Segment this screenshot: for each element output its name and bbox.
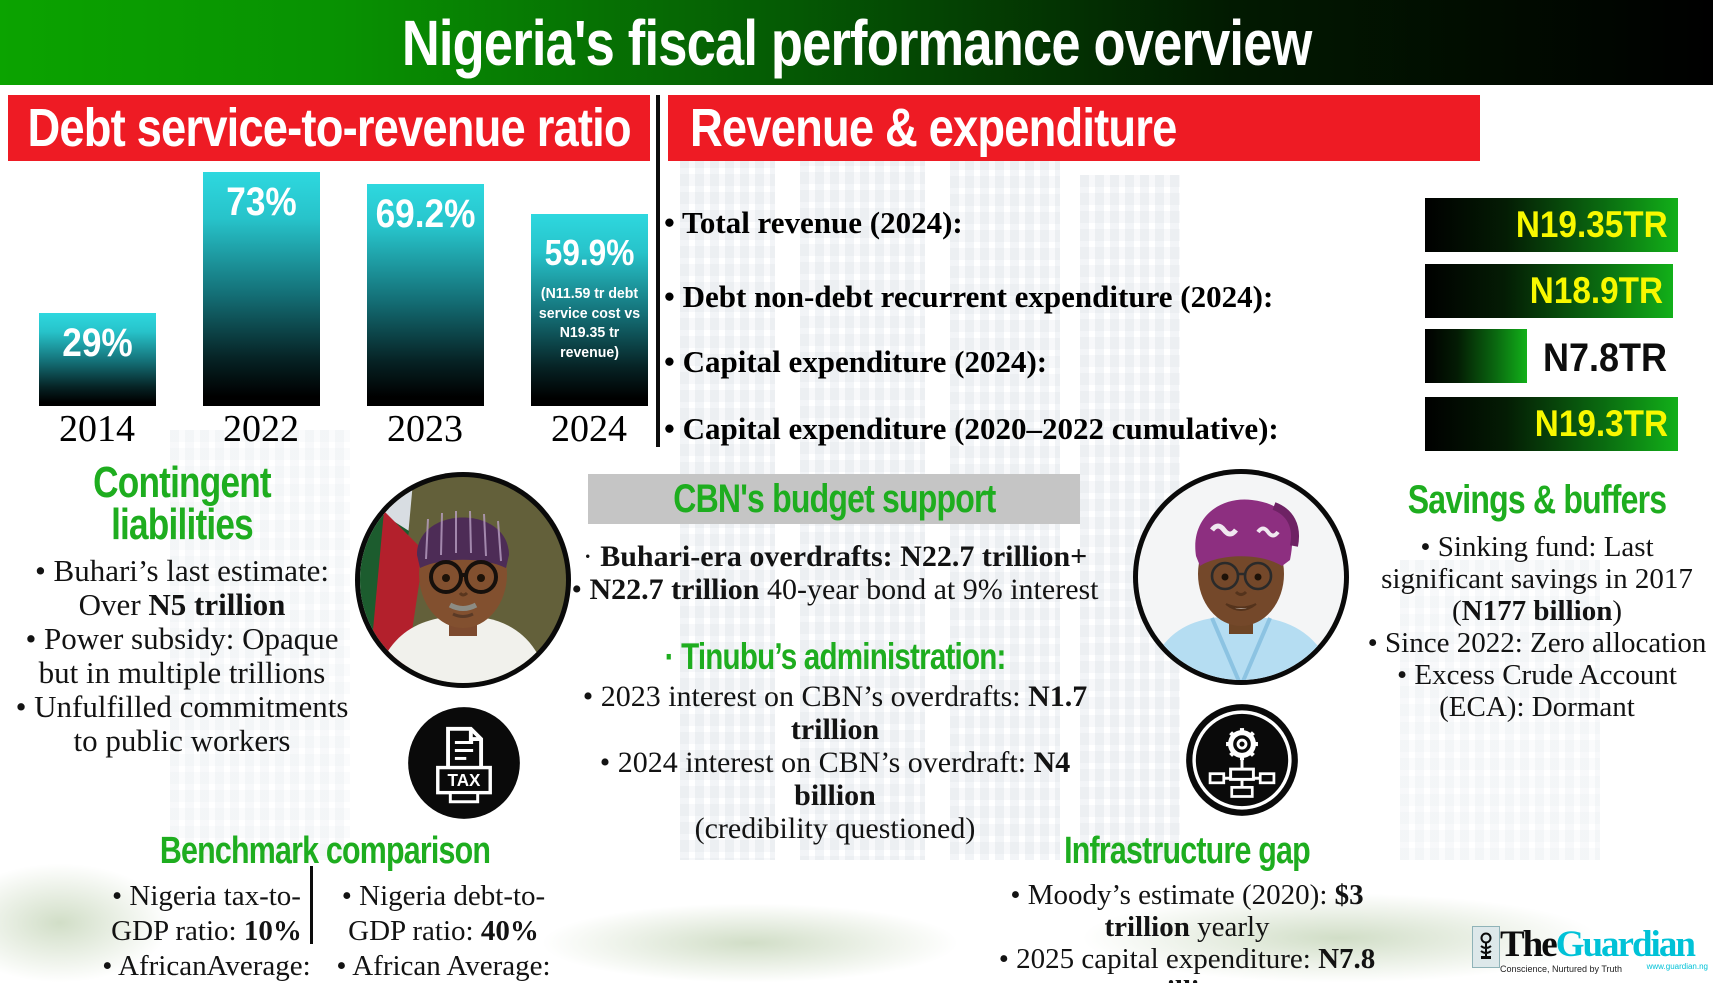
cbn-sub-bullet: • 2023 interest on CBN’s overdrafts: N1.… (582, 680, 1088, 746)
benchmark-comparison-section: Benchmark comparison • Nigeria tax-to-GD… (88, 830, 562, 983)
debt-ratio-banner-title: Debt service-to-revenue ratio (27, 98, 631, 158)
revenue-value: N19.35TR (1516, 204, 1668, 245)
benchmark-column-divider (310, 866, 313, 944)
background-foliage (540, 903, 960, 983)
revenue-item-label: • Total revenue (2024): (664, 205, 963, 240)
bar-2022: 73% (203, 172, 320, 406)
tinubu-administration-bullets: • 2023 interest on CBN’s overdrafts: N1.… (558, 680, 1112, 845)
guardian-tagline: Conscience, Nurtured by Truth (1500, 964, 1623, 974)
infrastructure-bullet: • 2025 capital expenditure: N7.8 trillio… (998, 943, 1376, 983)
bar-value-label: 73% (226, 180, 297, 224)
savings-buffers-section: Savings & buffers • Sinking fund: Last s… (1366, 478, 1708, 723)
bar-2014: 29% (39, 313, 156, 406)
benchmark-left-column: • Nigeria tax-to-GDP ratio: 10% • Africa… (88, 879, 325, 983)
tinubu-portrait-photo (1132, 468, 1350, 686)
infrastructure-bullet: • Moody’s estimate (2020): $3 trillion y… (1010, 879, 1364, 943)
revenue-value-bar: N19.3TR (1425, 397, 1678, 451)
section-divider (656, 95, 660, 447)
axis-label-2022: 2022 (223, 408, 299, 450)
guardian-crest-icon (1472, 926, 1500, 968)
revenue-value-bar: N18.9TR (1425, 264, 1673, 318)
background-building (1400, 560, 1600, 860)
cbn-support-heading-banner: CBN's budget support (588, 474, 1080, 524)
revenue-banner: Revenue & expenditure (668, 95, 1480, 161)
contingent-bullet: • Buhari’s last estimate: Over N5 trilli… (34, 553, 330, 622)
cbn-credibility-note: (credibility questioned) (694, 812, 976, 845)
background-foliage (0, 863, 170, 983)
benchmark-right-column: • Nigeria debt-to-GDP ratio: 40% • Afric… (325, 879, 562, 983)
cbn-sub-bullet: • 2024 interest on CBN’s overdraft: N4 b… (599, 746, 1071, 812)
tinubu-administration-subheading: · Tinubu’s administration: (664, 636, 1006, 677)
tax-icon-label: TAX (448, 771, 482, 790)
guardian-logo: The Guardian Conscience, Nurtured by Trut… (1472, 926, 1708, 974)
revenue-value-bar: N19.35TR (1425, 198, 1678, 252)
bar-2023: 69.2% (367, 184, 484, 406)
contingent-heading-line1: Contingent (93, 458, 272, 507)
revenue-value: N19.3TR (1534, 403, 1668, 444)
axis-label-2024: 2024 (551, 408, 627, 450)
benchmark-heading: Benchmark comparison (159, 830, 491, 872)
contingent-bullet: • Power subsidy: Opaque but in multiple … (25, 621, 339, 690)
tax-document-icon: TAX (407, 706, 521, 825)
revenue-value: N7.8TR (1543, 336, 1668, 380)
bar-value-label: 29% (62, 321, 133, 365)
buhari-portrait-illustration (355, 472, 571, 688)
benchmark-bullet: • Nigeria tax-to-GDP ratio: 10% (111, 880, 302, 947)
tinubu-portrait-illustration (1133, 469, 1349, 685)
debt-ratio-banner: Debt service-to-revenue ratio (8, 95, 650, 161)
axis-label-2023: 2023 (387, 408, 463, 450)
savings-bullet: • Sinking fund: Last significant savings… (1381, 531, 1693, 627)
contingent-liabilities-section: Contingent liabilities • Buhari’s last e… (4, 458, 360, 758)
infrastructure-heading: Infrastructure gap (1064, 830, 1311, 872)
contingent-bullet: • Unfulfilled commitments to public work… (15, 689, 349, 758)
revenue-value: N18.9TR (1529, 270, 1663, 311)
bar-2024-note: (N11.59 tr debt service cost vs N19.35 t… (538, 285, 641, 361)
cbn-bullet: • N22.7 trillion 40-year bond at 9% inte… (571, 573, 1099, 606)
revenue-value-bar (1425, 329, 1527, 383)
infrastructure-gap-section: Infrastructure gap • Moody’s estimate (2… (985, 830, 1389, 983)
bar-value-label: 69.2% (375, 192, 476, 236)
cbn-support-bullets: · Buhari-era overdrafts: N22.7 trillion+… (565, 540, 1105, 606)
revenue-item-label: • Debt non-debt recurrent expenditure (2… (664, 279, 1274, 314)
revenue-item-label: • Capital expenditure (2020–2022 cumulat… (664, 411, 1279, 446)
bar-value-label: 59.9% (544, 232, 635, 273)
guardian-logo-guardian: Guardian (1555, 924, 1696, 965)
background-foliage (1080, 893, 1600, 983)
axis-label-2014: 2014 (59, 408, 135, 450)
revenue-banner-title: Revenue & expenditure (690, 98, 1177, 158)
savings-bullet: • Since 2022: Zero allocation (1367, 627, 1707, 659)
benchmark-bullet: • African Average: 60% (336, 950, 551, 982)
revenue-item-label: • Capital expenditure (2024): (664, 344, 1048, 379)
gear-network-icon (1185, 703, 1299, 822)
guardian-website: www.guardian.ng (1646, 962, 1708, 971)
header-banner: Nigeria's fiscal performance overview (0, 0, 1713, 85)
savings-bullet: • Excess Crude Account (ECA): Dormant (1397, 659, 1677, 723)
cbn-support-heading: CBN's budget support (672, 476, 996, 521)
benchmark-bullet: • Nigeria debt-to-GDP ratio: 40% (341, 880, 546, 947)
page-title: Nigeria's fiscal performance overview (401, 6, 1313, 79)
benchmark-bullet: • AfricanAverage: 16% (102, 950, 311, 982)
savings-heading: Savings & buffers (1407, 478, 1667, 522)
cbn-bullet: · Buhari-era overdrafts: N22.7 trillion+ (582, 540, 1088, 573)
buhari-portrait-photo (354, 471, 572, 689)
contingent-heading-line2: liabilities (111, 500, 254, 549)
bar-2024: 59.9% (N11.59 tr debt service cost vs N1… (531, 214, 648, 406)
guardian-logo-the: The (1500, 924, 1558, 965)
background-building (170, 430, 350, 860)
